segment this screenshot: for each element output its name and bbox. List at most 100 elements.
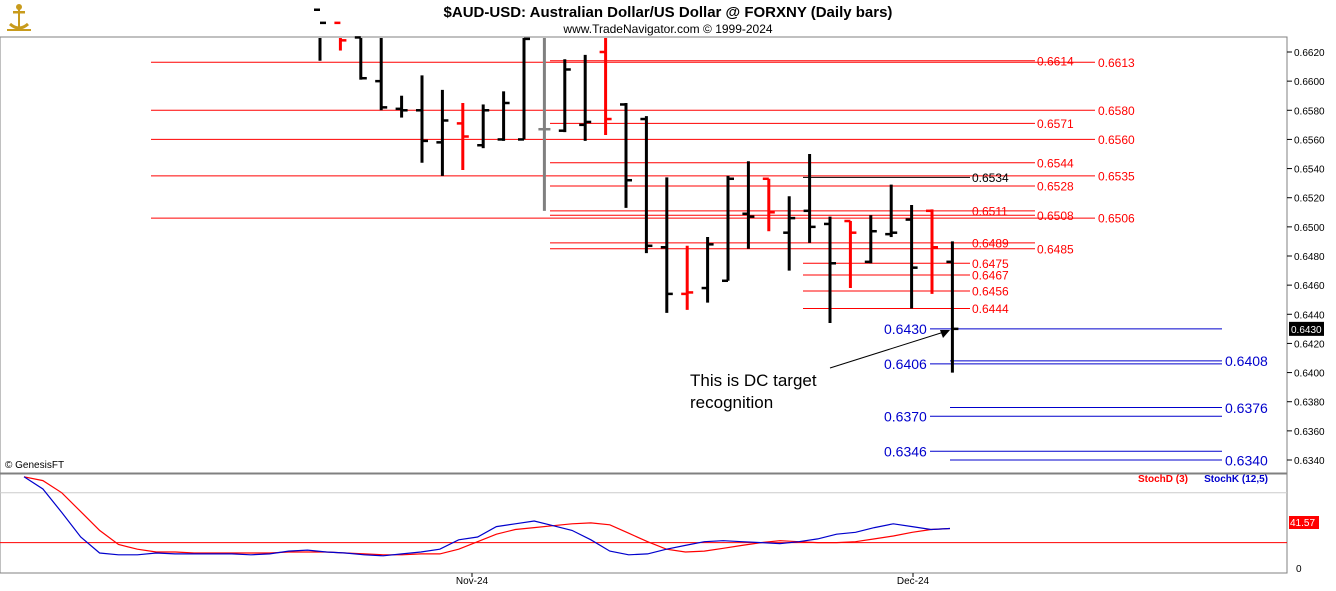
- level-label: 0.6571: [1037, 117, 1074, 131]
- stoch-value-label: 41.57: [1290, 518, 1315, 529]
- stoch-panel-frame: [0, 473, 1288, 574]
- ohlc-bar: [701, 237, 714, 303]
- ohlc-bar: [477, 104, 490, 149]
- y-tick-label: 0.6360: [1294, 427, 1325, 438]
- level-label: 0.6340: [1225, 452, 1268, 468]
- level-label: 0.6506: [1098, 212, 1135, 226]
- ohlc-bar: [660, 177, 673, 313]
- ohlc-bar: [926, 209, 938, 294]
- ohlc-bar: [579, 54, 592, 141]
- ohlc-bar: [803, 154, 816, 243]
- ohlc-bar: [844, 219, 857, 289]
- y-tick-label: 0.6420: [1294, 339, 1325, 350]
- ohlc-bar: [416, 75, 428, 163]
- x-tick-label: Dec-24: [897, 576, 930, 587]
- ohlc-bar: [783, 196, 796, 271]
- price-panel: 0.6613 0.6614 0.6580 0.6571 0.6560 0.6544 0.65…: [0, 8, 1325, 474]
- ohlc-bar: [640, 116, 653, 254]
- ohlc-bar: [456, 103, 469, 171]
- level-label: 0.6467: [972, 269, 1009, 283]
- last-price-badge: [1289, 321, 1324, 336]
- annotation-arrow-line: [829, 331, 945, 369]
- level-label: 0.6528: [1037, 180, 1074, 194]
- ohlc-bar: [620, 103, 632, 208]
- last-price-label: 0.6430: [1291, 325, 1322, 336]
- stoch-value-badge: [1289, 516, 1319, 529]
- watermark: © GenesisFT: [5, 460, 64, 471]
- y-tick-label: 0.6540: [1294, 165, 1325, 176]
- ohlc-bar: [334, 21, 347, 51]
- level-label: 0.6406: [884, 356, 927, 372]
- level-label: 0.6580: [1098, 104, 1135, 118]
- level-label: 0.6560: [1098, 133, 1135, 147]
- ohlc-bar: [885, 184, 898, 238]
- annotation: This is DC target recognition: [690, 330, 950, 412]
- y-tick-label: 0.6460: [1294, 281, 1325, 292]
- stoch-legend: StochD (3) StochK (12,5): [1138, 474, 1268, 485]
- level-label: 0.6489: [972, 236, 1009, 250]
- chart-title: $AUD-USD: Australian Dollar/US Dollar @ …: [444, 4, 893, 21]
- y-tick-label: 0.6560: [1294, 135, 1325, 146]
- x-axis: Nov-24 Dec-24: [456, 573, 930, 587]
- stochd-legend: StochD (3): [1138, 474, 1188, 485]
- y-tick-label: 0.6600: [1294, 77, 1325, 88]
- level-label: 0.6408: [1225, 353, 1268, 369]
- stochk-legend: StochK (12,5): [1204, 474, 1268, 485]
- level-label: 0.6535: [1098, 169, 1135, 183]
- ohlc-bar: [742, 161, 755, 249]
- y-tick-label: 0.6400: [1294, 369, 1325, 380]
- level-label: 0.6534: [972, 171, 1009, 185]
- x-tick-label: Nov-24: [456, 576, 489, 587]
- ohlc-bar: [314, 8, 326, 61]
- level-lines: 0.6613 0.6614 0.6580 0.6571 0.6560 0.6544 0.65…: [151, 54, 1268, 468]
- trade-navigator-logo: [7, 4, 31, 31]
- y-tick-label: 0.6500: [1294, 223, 1325, 234]
- annotation-arrowhead: [940, 330, 950, 338]
- level-label: 0.6376: [1225, 400, 1268, 416]
- stochk-line: [23, 476, 951, 557]
- ohlc-bar: [905, 205, 918, 309]
- stoch-axis: 50041.57: [1289, 516, 1319, 575]
- level-label: 0.6444: [972, 302, 1009, 316]
- ohlc-bar: [824, 216, 836, 324]
- y-tick-label: 0.6380: [1294, 398, 1325, 409]
- ohlc-bar: [538, 38, 551, 211]
- ohlc-bar: [558, 59, 571, 133]
- ohlc-bar: [395, 95, 408, 118]
- ohlc-bar: [497, 91, 510, 141]
- ohlc-bar: [599, 38, 612, 136]
- level-label: 0.6544: [1037, 156, 1074, 170]
- y-tick-label: 0.6620: [1294, 48, 1325, 59]
- y-tick-label: 0.6440: [1294, 310, 1325, 321]
- level-label: 0.6370: [884, 409, 927, 425]
- y-tick-label: 0.6580: [1294, 106, 1325, 117]
- level-label: 0.6511: [972, 204, 1008, 218]
- ohlc-bar: [518, 37, 530, 141]
- price-panel-frame: [0, 36, 1288, 474]
- ohlc-bar: [864, 215, 877, 264]
- annotation-line-2: recognition: [690, 393, 773, 412]
- ohlc-bar: [436, 89, 449, 176]
- level-label: 0.6430: [884, 321, 927, 337]
- level-label: 0.6475: [972, 257, 1009, 271]
- stoch-tick-label: 0: [1296, 564, 1302, 575]
- stoch-lines: [0, 476, 1287, 557]
- level-label: 0.6508: [1037, 209, 1074, 223]
- level-label: 0.6614: [1037, 54, 1074, 68]
- y-tick-label: 0.6480: [1294, 252, 1325, 263]
- level-label: 0.6613: [1098, 56, 1135, 70]
- level-label: 0.6456: [972, 285, 1009, 299]
- ohlc-bar: [722, 175, 734, 283]
- y-tick-label: 0.6520: [1294, 194, 1325, 205]
- ohlc-bar: [946, 241, 959, 373]
- ohlc-bar: [375, 38, 388, 111]
- ohlc-bar: [354, 36, 367, 80]
- level-label: 0.6485: [1037, 242, 1074, 256]
- annotation-line-1: This is DC target: [690, 371, 817, 390]
- price-bars: [314, 8, 959, 373]
- price-axis: 0.6620 0.6600 0.6580 0.6560 0.6540 0.6520 0.65…: [1287, 48, 1325, 467]
- chart-subtitle: www.TradeNavigator.com © 1999-2024: [562, 22, 772, 36]
- ohlc-bar: [762, 177, 775, 232]
- level-label: 0.6346: [884, 444, 927, 460]
